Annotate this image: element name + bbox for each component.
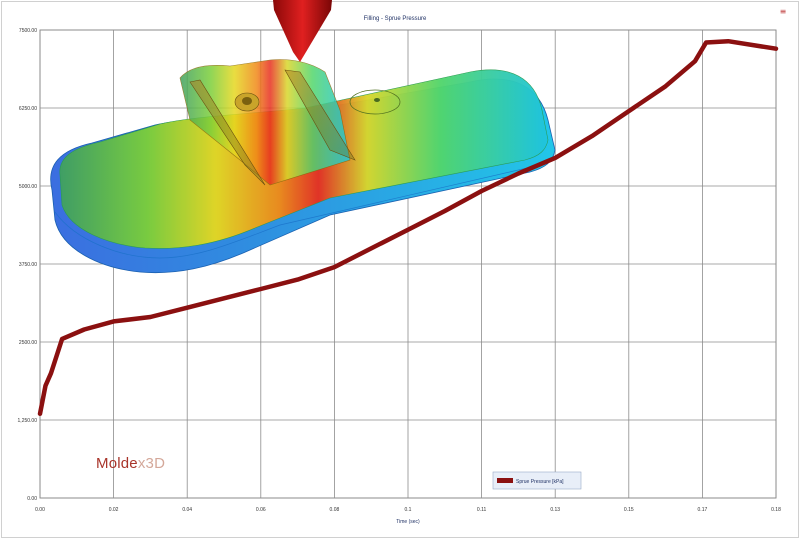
series-layer (37, 38, 779, 417)
x-tick-label: 0.11 (477, 507, 487, 513)
x-tick-label: 0.1 (405, 507, 412, 513)
y-tick-label: 7500.00 (19, 28, 37, 34)
x-axis-title: Time (sec) (396, 519, 420, 525)
nozzle-image (273, 0, 332, 62)
y-axis-ticks: 0.00 1,250.00 2500.00 3750.00 5000.00 6250.00… (18, 28, 38, 502)
legend-box (492, 471, 582, 490)
x-tick-label: 0.08 (330, 507, 340, 513)
moldex3d-logo: Moldex3D (96, 455, 166, 472)
x-tick-label: 0.02 (109, 507, 119, 513)
x-tick-label: 0.15 (624, 507, 634, 513)
x-axis-ticks: 0.00 0.02 0.04 0.06 0.08 0.1 0.11 0.13 0.15 0.17 0… (35, 507, 781, 513)
legend-swatch (497, 478, 513, 483)
x-tick-label: 0.06 (256, 507, 266, 513)
legend: Sprue Pressure [kPa] (492, 471, 582, 490)
series-line-sprue-pressure (37, 38, 779, 417)
y-tick-label: 5000.00 (19, 184, 37, 190)
x-tick-label: 0.04 (182, 507, 192, 513)
x-tick-label: 0.13 (550, 507, 560, 513)
y-tick-label: 3750.00 (19, 262, 37, 268)
y-tick-label: 0.00 (27, 496, 37, 502)
mold-part-image (50, 59, 556, 274)
x-tick-label: 0.18 (771, 507, 781, 513)
y-tick-label: 2500.00 (19, 340, 37, 346)
y-tick-label: 6250.00 (19, 106, 37, 112)
legend-label: Sprue Pressure [kPa] (516, 479, 564, 485)
x-tick-label: 0.00 (35, 507, 45, 513)
y-tick-label: 1,250.00 (18, 418, 38, 424)
chart-title: Filling - Sprue Pressure (364, 16, 427, 22)
list-menu-icon[interactable]: ≡ (779, 7, 787, 16)
x-tick-label: 0.17 (698, 507, 708, 513)
